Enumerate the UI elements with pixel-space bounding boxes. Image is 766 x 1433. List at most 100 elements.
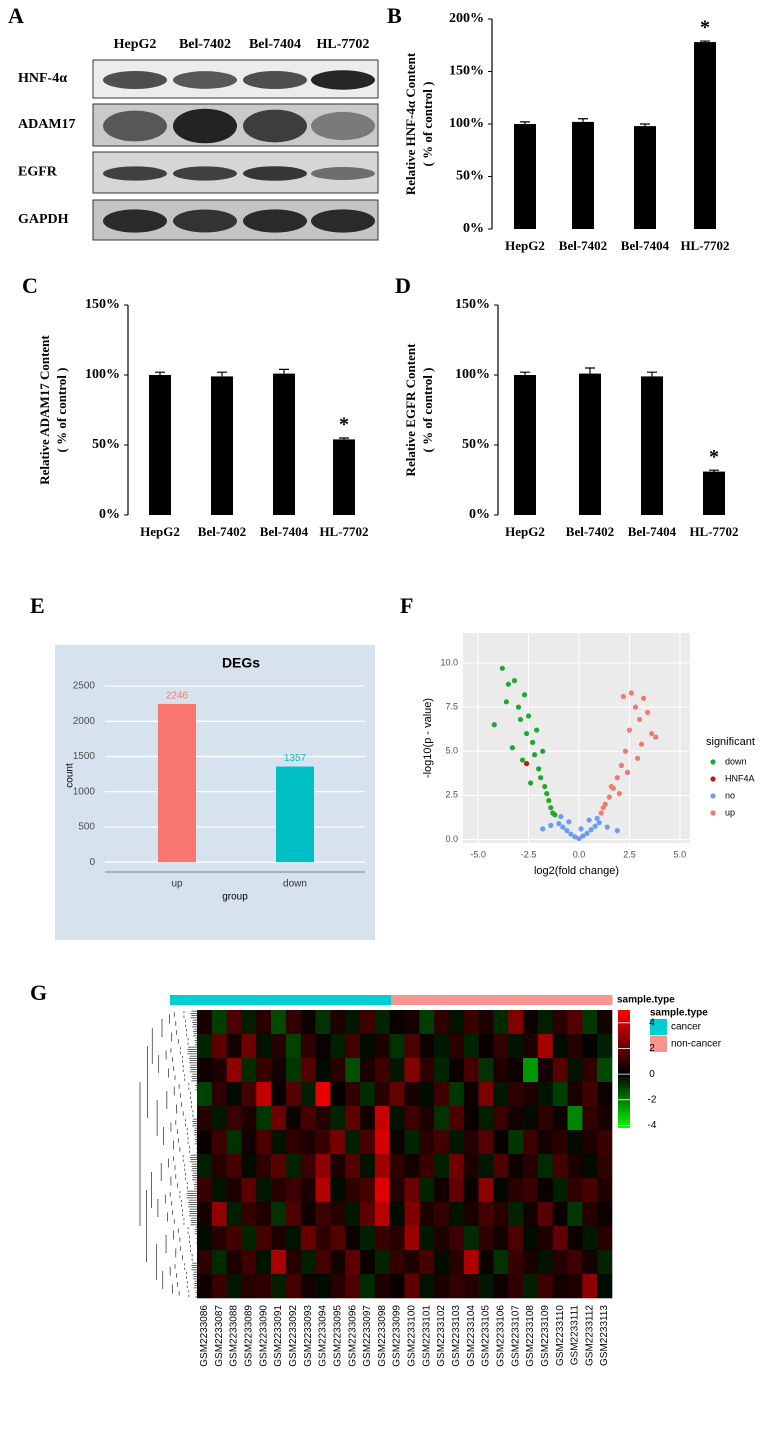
heatmap-cell: [493, 1202, 509, 1227]
heatmap-cell: [241, 1250, 257, 1275]
error-bar: [520, 121, 530, 124]
sample-annotation: [201, 995, 218, 1005]
point: [645, 709, 651, 716]
heatmap-cell: [537, 1130, 554, 1155]
data-label: 1357: [284, 753, 307, 764]
error-bar: [155, 371, 165, 375]
y-tick-label: 5.0: [445, 746, 458, 756]
heatmap-cell: [567, 1178, 583, 1203]
heatmap-cell: [463, 1154, 479, 1179]
heatmap-cell: [271, 1226, 287, 1251]
heatmap-cell: [434, 1058, 450, 1083]
heatmap-cell: [389, 1082, 405, 1107]
heatmap-cell: [404, 1082, 420, 1107]
heatmap-cell: [508, 1034, 524, 1059]
heatmap-cell: [389, 1274, 405, 1299]
heatmap-cell: [374, 1226, 390, 1251]
blot-column-label: HL-7702: [317, 37, 370, 52]
heatmap-cell: [419, 1178, 435, 1203]
heatmap-cell: [478, 1178, 494, 1203]
point: [638, 741, 645, 747]
heatmap-cell: [537, 1010, 554, 1035]
heatmap-cell: [493, 1250, 509, 1275]
heatmap-cell: [508, 1106, 524, 1131]
column-label: GSM2233110: [555, 1305, 566, 1366]
point: [594, 815, 600, 821]
heatmap-cell: [211, 1082, 227, 1107]
heatmap-cell: [448, 1154, 465, 1179]
point: [536, 766, 542, 772]
legend-marker: [710, 810, 716, 816]
legend-label: non-cancer: [671, 1039, 722, 1050]
sample-annotation: [406, 995, 424, 1005]
heatmap-cell: [478, 1106, 494, 1131]
colorbar-tick-label: 4: [649, 1017, 655, 1028]
bar: [641, 376, 663, 515]
heatmap-cell: [434, 1106, 450, 1131]
data-label: 2246: [166, 691, 189, 702]
heatmap-cell: [315, 1034, 331, 1059]
heatmap-cell: [582, 1010, 598, 1035]
sample-annotation: [312, 995, 329, 1005]
heatmap-cell: [552, 1058, 568, 1083]
sample-annotation: [454, 995, 471, 1005]
point: [580, 833, 586, 839]
heatmap-cell: [360, 1058, 376, 1083]
heatmap-cell: [404, 1178, 420, 1203]
heatmap-cell: [197, 1058, 213, 1083]
heatmap-cell: [226, 1274, 242, 1299]
y-tick-label: 2000: [73, 716, 96, 727]
blot-row-label: EGFR: [18, 165, 58, 180]
y-axis-label: Relative ADAM17 Content: [37, 335, 52, 485]
heatmap-cell: [226, 1250, 242, 1275]
heatmap-cell: [478, 1274, 494, 1299]
legend-swatch: [650, 1036, 667, 1052]
point: [608, 783, 614, 790]
heatmap-cell: [241, 1202, 257, 1227]
heatmap-cell: [211, 1202, 227, 1227]
point: [556, 820, 562, 827]
blot-band: [311, 70, 375, 90]
point: [624, 769, 631, 776]
point: [576, 835, 582, 842]
colorbar-tick-label: 2: [649, 1043, 655, 1054]
point: [505, 681, 511, 687]
heatmap-cell: [241, 1178, 257, 1203]
heatmap-cell: [434, 1178, 450, 1203]
point: [515, 704, 522, 710]
point: [626, 727, 633, 733]
heatmap-cell: [493, 1226, 509, 1251]
y-tick-label: 500: [78, 822, 95, 833]
heatmap-cell: [197, 1010, 213, 1035]
y-tick-label: 100%: [455, 367, 490, 382]
heatmap-cell: [389, 1202, 405, 1227]
heatmap-cell: [582, 1250, 598, 1275]
heatmap-cell: [315, 1130, 331, 1155]
y-tick-label: 0%: [469, 507, 490, 522]
heatmap-cell: [211, 1106, 227, 1131]
blot-band: [243, 209, 307, 233]
heatmap-cell: [315, 1154, 331, 1179]
heatmap-cell: [508, 1178, 524, 1203]
x-tick-label: -5.0: [470, 849, 486, 859]
point: [596, 820, 602, 826]
heatmap-cell: [241, 1274, 257, 1299]
chart-title: DEGs: [222, 655, 260, 671]
column-label: GSM2233088: [229, 1305, 240, 1367]
heatmap-cell: [537, 1202, 554, 1227]
blot-column-label: Bel-7402: [179, 37, 231, 52]
heatmap-cell: [552, 1082, 568, 1107]
heatmap-cell: [285, 1010, 302, 1035]
heatmap-cell: [434, 1082, 450, 1107]
heatmap-cell: [537, 1058, 554, 1083]
heatmap-cell: [478, 1130, 494, 1155]
heatmap-cell: [478, 1250, 494, 1275]
heatmap-cell: [567, 1130, 583, 1155]
heatmap-cell: [241, 1058, 257, 1083]
point: [598, 810, 604, 816]
heatmap-cell: [330, 1202, 346, 1227]
panel-label: F: [400, 593, 413, 618]
heatmap-cell: [582, 1202, 598, 1227]
heatmap-cell: [493, 1130, 509, 1155]
heatmap-cell: [463, 1010, 479, 1035]
